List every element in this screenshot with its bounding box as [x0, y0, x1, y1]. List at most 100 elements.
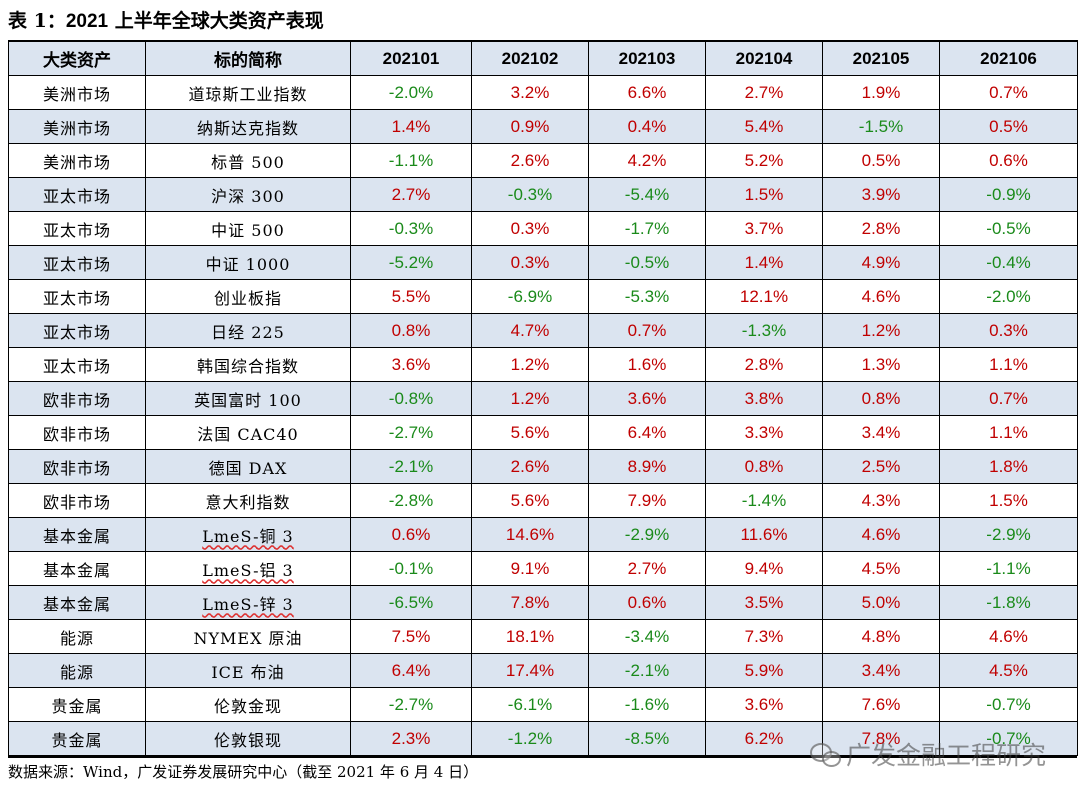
title-rest: 上半年全球大类资产表现	[108, 10, 324, 32]
return-cell: 4.5%	[822, 551, 940, 586]
return-cell: 7.8%	[471, 585, 589, 620]
instrument-name: ICE 布油	[211, 662, 285, 682]
asset-class-cell: 基本金属	[8, 551, 146, 586]
return-cell: 1.2%	[822, 313, 940, 348]
return-cell: 0.5%	[822, 143, 940, 178]
return-cell: 0.3%	[471, 245, 589, 280]
return-cell: -0.9%	[939, 177, 1078, 212]
return-cell: 0.7%	[939, 381, 1078, 416]
return-cell: 1.5%	[705, 177, 823, 212]
return-cell: -0.8%	[350, 381, 472, 416]
return-cell: 0.3%	[471, 211, 589, 246]
return-cell: 12.1%	[705, 279, 823, 314]
asset-class-cell: 亚太市场	[8, 245, 146, 280]
return-cell: 0.5%	[939, 109, 1078, 144]
return-cell: 14.6%	[471, 517, 589, 552]
return-cell: 2.7%	[705, 75, 823, 110]
instrument-name-cell: 沪深 300	[145, 177, 351, 212]
asset-class-cell: 能源	[8, 619, 146, 654]
return-cell: -0.3%	[471, 177, 589, 212]
asset-class-cell: 亚太市场	[8, 177, 146, 212]
return-cell: -0.3%	[350, 211, 472, 246]
return-cell: 4.6%	[822, 279, 940, 314]
table-row: 欧非市场 意大利指数 -2.8% 5.6% 7.9% -1.4% 4.3% 1.5%	[8, 483, 1078, 518]
table-row: 亚太市场 中证 500 -0.3% 0.3% -1.7% 3.7% 2.8% -0.5%	[8, 211, 1078, 246]
instrument-name: 英国富时 100	[194, 390, 302, 410]
return-cell: -5.2%	[350, 245, 472, 280]
return-cell: -8.5%	[588, 721, 706, 756]
instrument-name: 中证 1000	[205, 254, 291, 274]
return-cell: 7.5%	[350, 619, 472, 654]
header-cell: 202104	[705, 40, 823, 76]
return-cell: 1.1%	[939, 347, 1078, 382]
return-cell: 0.6%	[588, 585, 706, 620]
instrument-name: 中证 500	[211, 220, 285, 240]
instrument-name-cell: LmeS-铜 3	[145, 517, 351, 552]
return-cell: 6.6%	[588, 75, 706, 110]
return-cell: 2.7%	[588, 551, 706, 586]
return-cell: 4.6%	[939, 619, 1078, 654]
instrument-name: 法国 CAC40	[197, 424, 299, 444]
return-cell: 3.6%	[588, 381, 706, 416]
asset-class-cell: 美洲市场	[8, 75, 146, 110]
return-cell: 0.6%	[350, 517, 472, 552]
return-cell: 8.9%	[588, 449, 706, 484]
return-cell: 7.3%	[705, 619, 823, 654]
table-row: 亚太市场 中证 1000 -5.2% 0.3% -0.5% 1.4% 4.9% -0.4%	[8, 245, 1078, 280]
return-cell: 4.6%	[822, 517, 940, 552]
instrument-name-cell: 纳斯达克指数	[145, 109, 351, 144]
instrument-name: 意大利指数	[205, 492, 291, 512]
return-cell: 0.8%	[705, 449, 823, 484]
instrument-name: LmeS-铝 3	[202, 560, 294, 580]
instrument-name: LmeS-铜 3	[202, 526, 294, 546]
return-cell: -2.9%	[939, 517, 1078, 552]
instrument-name: 沪深 300	[211, 186, 285, 206]
return-cell: -1.4%	[705, 483, 823, 518]
return-cell: -2.1%	[588, 653, 706, 688]
instrument-name-cell: 中证 1000	[145, 245, 351, 280]
return-cell: 2.8%	[822, 211, 940, 246]
table-row: 亚太市场 日经 225 0.8% 4.7% 0.7% -1.3% 1.2% 0.3%	[8, 313, 1078, 348]
table-bottom-rule	[8, 756, 1077, 758]
return-cell: 3.6%	[705, 687, 823, 722]
table-row: 基本金属 LmeS-铝 3 -0.1% 9.1% 2.7% 9.4% 4.5% -1.1%	[8, 551, 1078, 586]
return-cell: -2.8%	[350, 483, 472, 518]
header-cell: 202102	[471, 40, 589, 76]
return-cell: 1.8%	[939, 449, 1078, 484]
return-cell: 5.6%	[471, 483, 589, 518]
return-cell: 1.4%	[705, 245, 823, 280]
asset-class-cell: 美洲市场	[8, 109, 146, 144]
return-cell: 2.7%	[350, 177, 472, 212]
return-cell: 2.8%	[705, 347, 823, 382]
return-cell: 3.9%	[822, 177, 940, 212]
instrument-name-cell: ICE 布油	[145, 653, 351, 688]
return-cell: 1.2%	[471, 381, 589, 416]
return-cell: 5.6%	[471, 415, 589, 450]
return-cell: -5.3%	[588, 279, 706, 314]
header-cell: 202103	[588, 40, 706, 76]
return-cell: 0.4%	[588, 109, 706, 144]
return-cell: -2.9%	[588, 517, 706, 552]
return-cell: 3.4%	[822, 653, 940, 688]
asset-class-cell: 贵金属	[8, 687, 146, 722]
return-cell: 0.9%	[471, 109, 589, 144]
source-note: 数据来源：Wind，广发证券发展研究中心（截至 2021 年 6 月 4 日）	[8, 763, 479, 781]
watermark-text: 广发金融工程研究	[845, 741, 1046, 770]
asset-performance-table: 大类资产 标的简称 202101 202102 202103 202104 20…	[8, 40, 1078, 756]
instrument-name-cell: LmeS-铝 3	[145, 551, 351, 586]
table-row: 亚太市场 创业板指 5.5% -6.9% -5.3% 12.1% 4.6% -2.0%	[8, 279, 1078, 314]
table-body: 美洲市场 道琼斯工业指数 -2.0% 3.2% 6.6% 2.7% 1.9% 0.7% 美洲市场…	[8, 75, 1078, 756]
instrument-name-cell: 日经 225	[145, 313, 351, 348]
return-cell: -2.0%	[939, 279, 1078, 314]
table-row: 基本金属 LmeS-铜 3 0.6% 14.6% -2.9% 11.6% 4.6% -2.9%	[8, 517, 1078, 552]
header-cell: 202106	[939, 40, 1078, 76]
instrument-name: 创业板指	[213, 288, 282, 308]
return-cell: 1.9%	[822, 75, 940, 110]
instrument-name-cell: 韩国综合指数	[145, 347, 351, 382]
asset-class-cell: 基本金属	[8, 585, 146, 620]
return-cell: -1.6%	[588, 687, 706, 722]
asset-class-cell: 亚太市场	[8, 313, 146, 348]
return-cell: -0.5%	[588, 245, 706, 280]
return-cell: 5.5%	[350, 279, 472, 314]
table-title: 表 1：2021 上半年全球大类资产表现	[8, 4, 324, 38]
